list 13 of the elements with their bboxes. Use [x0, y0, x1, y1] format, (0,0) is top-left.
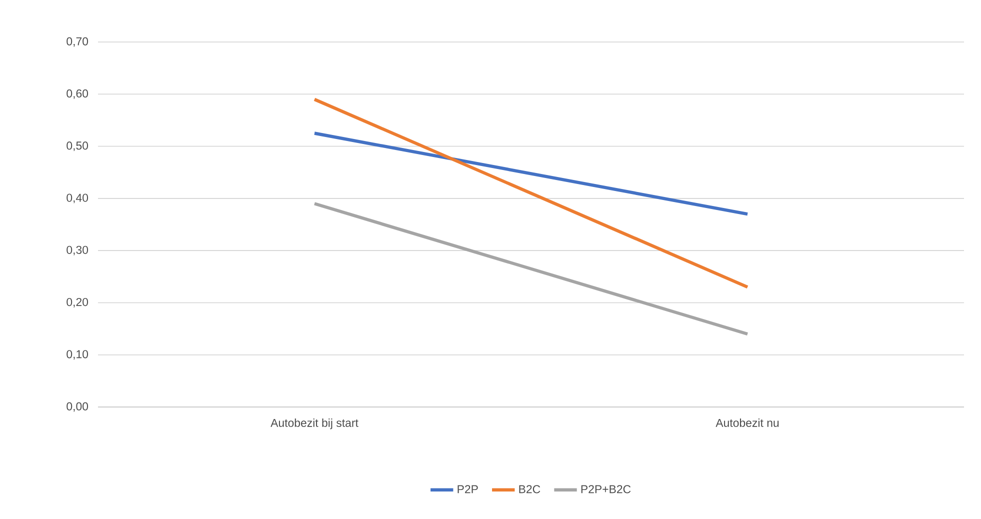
legend-label: P2P+B2C [581, 485, 631, 494]
y-tick-label: 0,10 [66, 350, 88, 360]
y-tick-label: 0,40 [66, 194, 88, 204]
x-tick-label: Autobezit nu [716, 418, 779, 427]
y-tick-label: 0,30 [66, 246, 88, 256]
y-tick-label: 0,00 [66, 402, 88, 412]
x-tick-label: Autobezit bij start [270, 418, 358, 430]
legend-label: B2C [519, 485, 540, 494]
legend-label: P2P [458, 485, 478, 494]
y-tick-label: 0,20 [66, 298, 88, 308]
y-tick-label: 0,60 [66, 89, 88, 99]
y-tick-label: 0,50 [66, 142, 88, 152]
y-tick-label: 0,70 [66, 37, 88, 47]
